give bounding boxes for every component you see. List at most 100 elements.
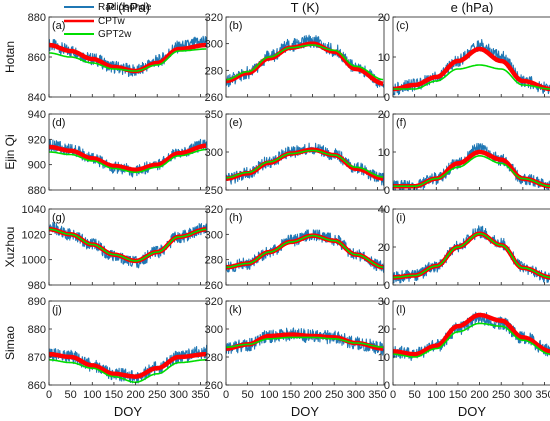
series-line-cptw xyxy=(393,46,550,92)
series-line-cptw xyxy=(393,149,550,189)
y-tick-label: 980 xyxy=(28,280,46,292)
x-tick-label: 0 xyxy=(223,389,229,401)
plot-area xyxy=(49,138,207,178)
y-tick-label: 260 xyxy=(205,92,223,104)
y-tick-label: 880 xyxy=(28,12,46,24)
series-line-gpt2w xyxy=(49,148,207,174)
panel-frame xyxy=(225,16,385,98)
x-tick-label: 200 xyxy=(126,389,144,401)
y-tick-label: 860 xyxy=(28,52,46,64)
series-line-cptw xyxy=(49,143,207,172)
panel-label: (d) xyxy=(52,117,65,129)
y-tick-label: 20 xyxy=(378,109,390,121)
y-tick-label: 0 xyxy=(384,380,390,392)
y-tick-label: 940 xyxy=(28,109,46,121)
y-tick-label: 10 xyxy=(378,147,390,159)
row-label: Ejin Qi xyxy=(3,134,17,169)
y-tick-label: 920 xyxy=(28,134,46,146)
y-tick-label: 280 xyxy=(205,65,223,77)
y-tick-label: 300 xyxy=(205,39,223,51)
panel-label: (e) xyxy=(229,117,242,129)
y-tick-label: 870 xyxy=(28,352,46,364)
plot-area xyxy=(226,34,384,88)
y-tick-label: 1000 xyxy=(22,255,46,267)
panel-a: 840 860 880 (a) xyxy=(28,12,208,104)
x-tick-label: 300 xyxy=(170,389,188,401)
series-line-gpt2w xyxy=(393,322,550,358)
y-tick-label: 260 xyxy=(205,280,223,292)
y-tick-label: 890 xyxy=(28,296,46,308)
y-tick-label: 320 xyxy=(205,296,223,308)
y-tick-label: 20 xyxy=(378,12,390,24)
panel-b: 260 280 300 320 (b) xyxy=(205,12,385,104)
series-line-cptw xyxy=(393,312,550,357)
x-tick-label: 50 xyxy=(65,389,77,401)
row-label: Simao xyxy=(3,326,17,360)
plot-area xyxy=(393,225,550,284)
x-tick-label: 350 xyxy=(368,389,386,401)
plot-area xyxy=(226,142,384,186)
panel-l: 0102030050100150200250300350(l) xyxy=(378,296,550,401)
series-line-cptw xyxy=(49,351,207,379)
panel-label: (j) xyxy=(52,304,62,316)
panel-e: 250 300 350 (e) xyxy=(205,109,385,197)
x-tick-label: 250 xyxy=(325,389,343,401)
series-line-gpt2w xyxy=(226,149,384,179)
x-tick-label: 200 xyxy=(470,389,488,401)
legend-label: Radiosonde xyxy=(98,2,152,13)
panel-i: 0 20 40 (i) xyxy=(378,204,550,292)
panel-label: (c) xyxy=(396,20,409,32)
x-tick-label: 150 xyxy=(105,389,123,401)
x-tick-label: 100 xyxy=(260,389,278,401)
column-title: e (hPa) xyxy=(451,0,494,15)
x-tick-label: 200 xyxy=(303,389,321,401)
y-tick-label: 30 xyxy=(378,296,390,308)
x-tick-label: 150 xyxy=(282,389,300,401)
plot-area xyxy=(49,35,207,78)
series-line-gpt2w xyxy=(49,48,207,72)
legend-label: GPT2w xyxy=(98,29,132,40)
panel-j: 860 870 880 890 0 50 100 150 200 250 300 350 (j) xyxy=(28,296,210,401)
y-tick-label: 1040 xyxy=(22,204,46,216)
series-line-cptw xyxy=(226,147,384,181)
x-tick-label: 300 xyxy=(514,389,532,401)
x-tick-label: 250 xyxy=(148,389,166,401)
row-label: Xuzhou xyxy=(3,227,17,268)
y-tick-label: 0 xyxy=(384,280,390,292)
x-tick-label: 0 xyxy=(46,389,52,401)
y-tick-label: 10 xyxy=(378,352,390,364)
legend: Radiosonde CPTw GPT2w xyxy=(64,2,152,40)
panel-frame xyxy=(225,300,385,386)
y-tick-label: 900 xyxy=(28,160,46,172)
panel-label: (f) xyxy=(396,117,406,129)
row-labels: Hotan Ejin Qi Xuzhou Simao xyxy=(3,41,17,360)
y-tick-label: 0 xyxy=(384,185,390,197)
column-title: T (K) xyxy=(291,0,320,15)
panel-label: (a) xyxy=(52,20,65,32)
y-tick-label: 300 xyxy=(205,324,223,336)
plot-area xyxy=(226,327,384,356)
series-line-gpt2w xyxy=(393,64,550,90)
x-axis-title: DOY xyxy=(458,404,487,419)
x-tick-label: 100 xyxy=(427,389,445,401)
plot-area xyxy=(393,38,550,96)
legend-label: CPTw xyxy=(98,16,125,27)
panel-frame xyxy=(48,113,208,191)
panel-d: 880 900 920 940 (d) xyxy=(28,109,208,197)
x-tick-label: 0 xyxy=(390,389,396,401)
plot-area xyxy=(49,221,207,269)
series-line-gpt2w xyxy=(226,336,384,348)
y-tick-label: 300 xyxy=(205,229,223,241)
x-tick-label: 100 xyxy=(83,389,101,401)
series-line-gpt2w xyxy=(226,234,384,269)
y-tick-label: 1020 xyxy=(22,229,46,241)
series-line-gpt2w xyxy=(49,228,207,262)
x-axis-title: DOY xyxy=(291,404,320,419)
x-tick-label: 350 xyxy=(535,389,550,401)
y-tick-label: 860 xyxy=(28,380,46,392)
panel-label: (l) xyxy=(396,304,406,316)
panel-frame xyxy=(48,208,208,286)
panel-c: 0 10 20 (c) xyxy=(378,12,550,104)
series-line-gpt2w xyxy=(393,155,550,187)
